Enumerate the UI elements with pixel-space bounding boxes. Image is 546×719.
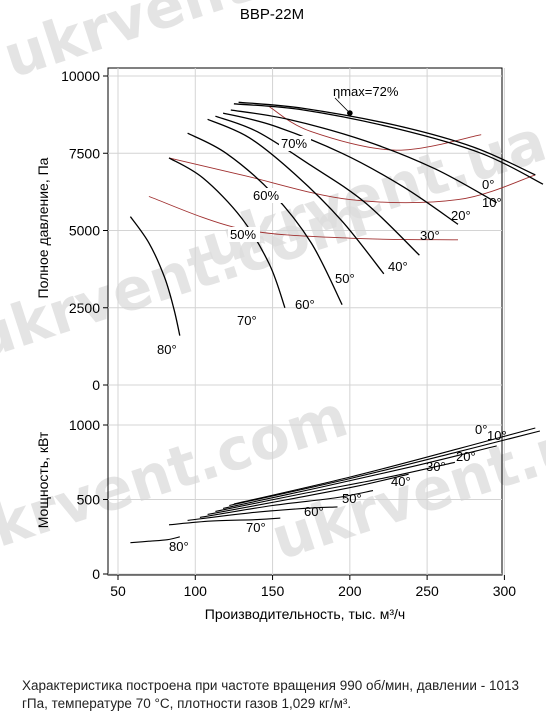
grid xyxy=(108,68,505,575)
x-tick-label: 150 xyxy=(261,583,285,599)
pressure-curve-label: 80° xyxy=(157,342,177,357)
efficiency-curve xyxy=(148,196,459,241)
curve-labels: ηmax=72%70%60%50%0°10°20°30°40°50°60°70°… xyxy=(157,84,507,554)
power-curve xyxy=(199,490,374,518)
power-curve xyxy=(168,517,281,526)
x-tick-label: 300 xyxy=(493,583,517,599)
pressure-curve xyxy=(222,112,459,225)
power-curve-label: 10° xyxy=(487,428,507,443)
pressure-curve xyxy=(207,118,385,275)
label-background xyxy=(279,136,311,151)
pressure-tick-label: 0 xyxy=(92,377,100,393)
power-tick-label: 500 xyxy=(77,492,101,508)
power-curve-label: 0° xyxy=(475,422,487,437)
pressure-curve-label: 0° xyxy=(482,177,494,192)
pressure-curve-label: 40° xyxy=(388,259,408,274)
power-curve xyxy=(233,427,536,505)
power-tick-label: 1000 xyxy=(69,417,100,433)
x-tick-label: 200 xyxy=(338,583,362,599)
pressure-curves xyxy=(129,101,544,336)
pressure-axis-label: Полное давление, Па xyxy=(35,157,51,298)
pressure-curve xyxy=(215,115,420,256)
pressure-curve-label: 50° xyxy=(335,271,355,286)
power-curve-label: 20° xyxy=(456,449,476,464)
power-tick-label: 0 xyxy=(92,566,100,582)
x-tick-label: 250 xyxy=(415,583,439,599)
power-curve-label: 50° xyxy=(342,491,362,506)
axis-ticks: 50 100 150 200 250 300 0 2500 5000 7500 10000 0 500 1… xyxy=(61,68,516,599)
power-curves xyxy=(130,427,541,544)
pressure-tick-label: 7500 xyxy=(69,145,100,161)
power-curve-label: 60° xyxy=(304,504,324,519)
power-curve xyxy=(187,506,338,521)
chart-caption: Характеристика построена при частоте вра… xyxy=(22,678,519,711)
power-curve xyxy=(229,430,541,507)
pressure-tick-label: 10000 xyxy=(61,68,100,84)
pressure-curve xyxy=(129,216,181,336)
efficiency-curves xyxy=(148,97,536,241)
label-background xyxy=(228,227,260,242)
x-tick-label: 100 xyxy=(184,583,208,599)
pressure-curve-label: 20° xyxy=(451,208,471,223)
pressure-tick-label: 2500 xyxy=(69,300,100,316)
watermark: ukrvent.com xyxy=(0,182,376,374)
pressure-curve-label: 30° xyxy=(420,228,440,243)
efficiency-label: 50% xyxy=(230,227,256,242)
power-curve xyxy=(215,461,456,512)
pressure-curve-label: 10° xyxy=(482,195,502,210)
efficiency-label: 70% xyxy=(281,136,307,151)
power-curve xyxy=(130,536,180,544)
power-curve xyxy=(207,473,409,515)
x-axis-label: Производительность, тыс. м³/ч xyxy=(205,606,405,622)
pressure-curve xyxy=(233,103,544,185)
plot-frame xyxy=(107,67,503,576)
power-curve xyxy=(222,445,497,509)
efficiency-curve xyxy=(269,106,482,151)
pressure-curve xyxy=(238,101,536,176)
power-curve-label: 40° xyxy=(391,474,411,489)
power-curve-label: 30° xyxy=(426,459,446,474)
efficiency-curve xyxy=(168,157,536,204)
pressure-tick-label: 5000 xyxy=(69,223,100,239)
x-tick-label: 50 xyxy=(110,583,126,599)
pressure-curve-label: 70° xyxy=(237,313,257,328)
chart-title: ВВР-22М xyxy=(240,6,304,23)
pressure-curve xyxy=(230,109,498,204)
power-curve-label: 70° xyxy=(246,520,266,535)
max-efficiency-leader xyxy=(334,97,351,114)
max-efficiency-label: ηmax=72% xyxy=(333,84,399,99)
pressure-curve-label: 60° xyxy=(295,297,315,312)
pressure-curve xyxy=(168,157,286,309)
power-curve-label: 80° xyxy=(169,539,189,554)
efficiency-label: 60% xyxy=(253,188,279,203)
label-background xyxy=(251,188,283,203)
power-axis-label: Мощность, кВт xyxy=(35,431,51,528)
